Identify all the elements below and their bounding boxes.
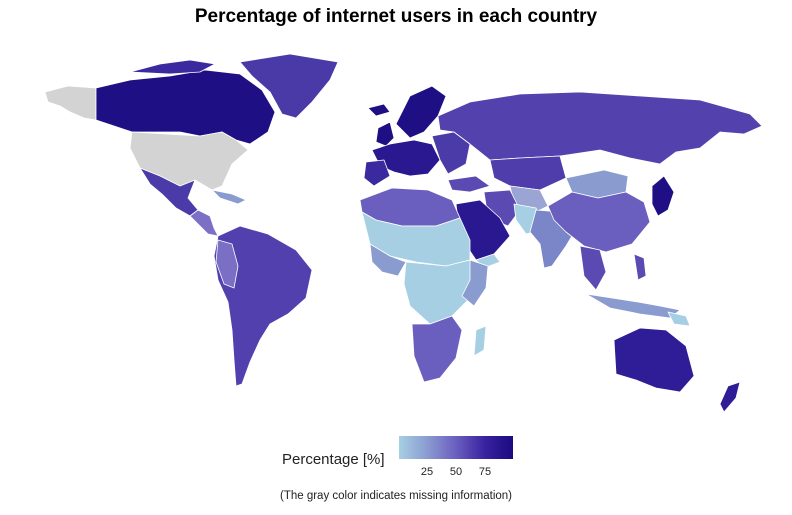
region-central-america — [189, 209, 219, 237]
region-arctic-islands — [129, 59, 216, 75]
region-russia — [437, 91, 763, 165]
region-caribbean — [211, 189, 247, 205]
region-iberia — [363, 159, 391, 187]
region-greenland — [239, 53, 339, 119]
region-andean-states — [215, 239, 239, 289]
map-title: Percentage of internet users in each cou… — [194, 6, 598, 27]
region-philippines — [633, 253, 647, 281]
region-iceland — [367, 103, 391, 117]
region-usa — [129, 131, 249, 191]
region-indochina — [579, 245, 607, 291]
region-central-africa — [403, 259, 479, 325]
region-australia — [613, 327, 695, 393]
region-south-america — [213, 225, 313, 387]
world-choropleth-map — [44, 53, 763, 413]
region-east-africa — [461, 259, 489, 307]
region-alaska — [44, 85, 97, 121]
region-kazakhstan — [489, 155, 567, 191]
legend-tick-mark — [485, 459, 486, 463]
region-uk — [375, 121, 395, 147]
legend-title: Percentage [%] — [282, 451, 385, 468]
legend-tick-mark — [427, 459, 428, 463]
region-korea-japan — [651, 175, 675, 217]
legend-tick-label: 50 — [449, 466, 463, 478]
region-southern-africa — [411, 315, 463, 383]
legend-tick-label: 75 — [478, 466, 492, 478]
region-west-africa — [369, 243, 407, 277]
region-canada — [95, 69, 276, 145]
legend-colorbar — [399, 436, 513, 459]
region-turkey — [447, 175, 491, 193]
legend-tick-label: 25 — [420, 466, 434, 478]
region-papua — [667, 311, 691, 327]
missing-data-note: (The gray color indicates missing inform… — [279, 490, 512, 502]
region-scandinavia — [395, 85, 447, 139]
legend-tick-mark — [456, 459, 457, 463]
region-china — [547, 191, 651, 253]
region-madagascar — [473, 325, 487, 357]
region-indonesia — [585, 293, 681, 319]
region-new-zealand — [719, 381, 741, 413]
